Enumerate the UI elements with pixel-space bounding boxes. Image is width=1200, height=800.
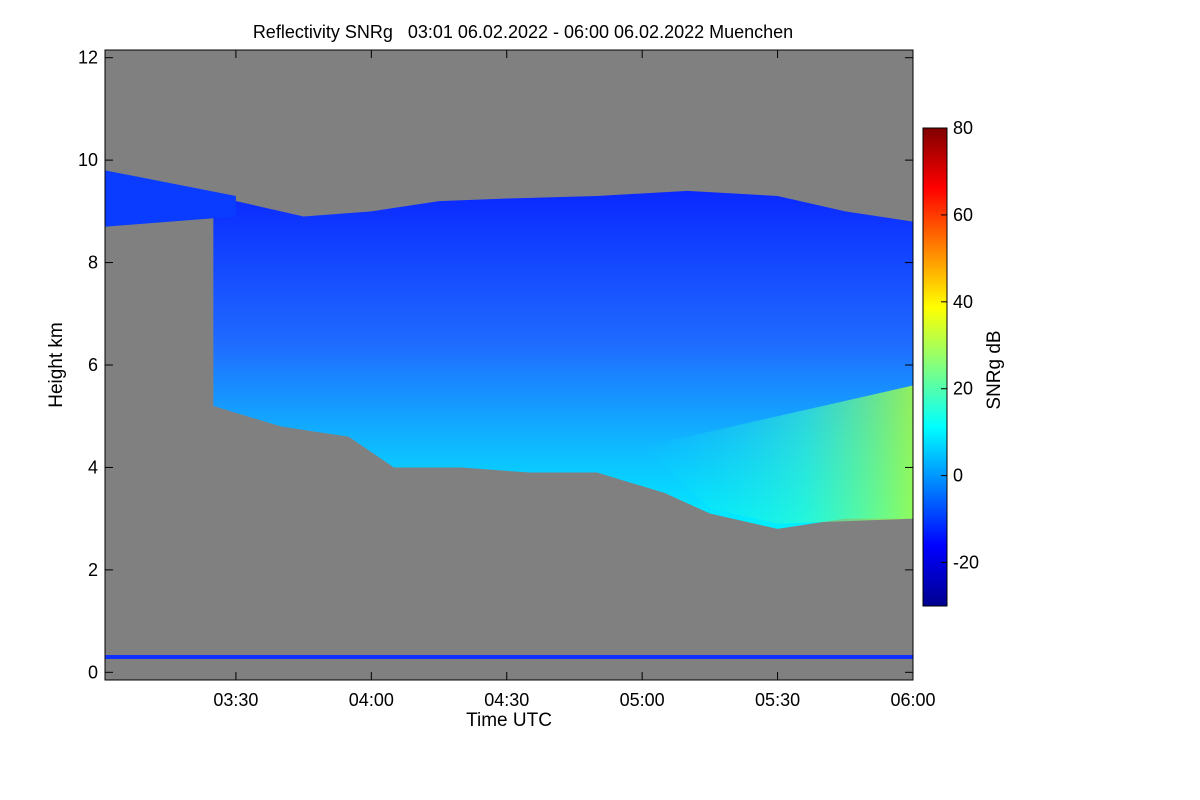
colorbar-label: SNRg dB: [984, 330, 1005, 409]
y-tick-label: 10: [78, 150, 98, 170]
colorbar: [922, 127, 948, 607]
y-tick-label: 12: [78, 48, 98, 68]
upper-cloud-streak: [105, 170, 236, 227]
y-tick-label: 0: [88, 662, 98, 682]
high-snr-region: [642, 385, 913, 524]
y-tick-label: 6: [88, 355, 98, 375]
x-tick-label: 06:00: [890, 690, 935, 710]
x-tick-label: 04:00: [349, 690, 394, 710]
x-tick-label: 05:30: [755, 690, 800, 710]
colorbar-tick-label: -20: [953, 553, 979, 573]
colorbar-tick-label: 80: [953, 118, 973, 138]
y-tick-label: 8: [88, 253, 98, 273]
y-axis: 0 2 4 6 8 10 12: [78, 48, 913, 682]
colorbar-tick-label: 40: [953, 292, 973, 312]
y-tick-label: 4: [88, 457, 98, 477]
colorbar-axis: 80 60 40 20 0 -20: [941, 118, 979, 573]
y-axis-label: Height km: [46, 322, 67, 408]
x-tick-label: 04:30: [484, 690, 529, 710]
colorbar-tick-label: 60: [953, 205, 973, 225]
y-tick-label: 2: [88, 560, 98, 580]
x-axis-label: Time UTC: [466, 710, 552, 731]
x-tick-label: 03:30: [213, 690, 258, 710]
colorbar-tick-label: 0: [953, 466, 963, 486]
chart-title: Reflectivity SNRg 03:01 06.02.2022 - 06:…: [253, 22, 793, 42]
cloud-echo-layer: [105, 170, 913, 529]
x-tick-label: 05:00: [620, 690, 665, 710]
x-axis: 03:30 04:00 04:30 05:00 05:30 06:00: [213, 50, 936, 710]
colorbar-tick-label: 20: [953, 379, 973, 399]
